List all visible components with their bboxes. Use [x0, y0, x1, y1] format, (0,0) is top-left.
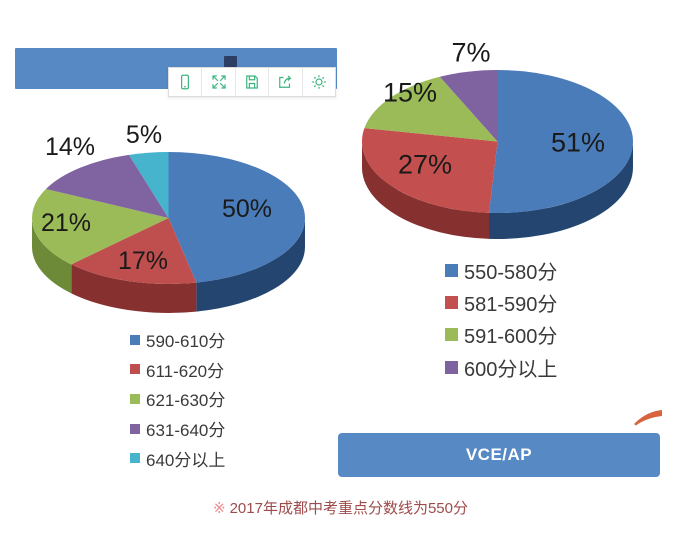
pie-0-slice-2-side: [32, 218, 72, 294]
legend-label: 611-620分: [146, 361, 225, 381]
legend-label: 600分以上: [464, 358, 558, 381]
legend-swatch: [130, 364, 140, 375]
pie-0-value-label-3: 14%: [45, 133, 95, 161]
legend-label: 591-600分: [464, 326, 558, 349]
legend-swatch: [130, 334, 140, 345]
legend-swatch: [130, 453, 140, 464]
pie-0-value-label-0: 50%: [222, 195, 272, 223]
mobile-preview-icon: [181, 74, 190, 90]
vce-ap-label: VCE/AP: [465, 445, 533, 464]
mobile-preview-button[interactable]: [169, 68, 203, 96]
legend-swatch: [130, 423, 140, 434]
save-icon: [246, 75, 258, 89]
footnote-marker: ※: [213, 500, 226, 517]
pie-0-value-label-1: 17%: [118, 247, 168, 275]
pie-0-slice-4: [128, 152, 169, 218]
share-icon: [279, 75, 292, 88]
pie-1-value-label-1: 27%: [398, 149, 452, 179]
footnote: ※ 2017年成都中考重点分数线为550分: [0, 497, 681, 518]
legend-swatch: [130, 393, 140, 404]
legend-item: 611-620分: [130, 355, 225, 385]
chart-toolbar: [168, 67, 336, 97]
pie-0-slice-2: [32, 188, 169, 265]
legend-item: 621-630分: [130, 384, 225, 414]
pie-1-slice-2: [364, 76, 498, 142]
legend-item: 550-580分: [445, 254, 557, 286]
obscured-glyph: [224, 56, 237, 67]
pie-0-slice-0-side: [196, 218, 305, 312]
legend-left: 590-610分 611-620分 621-630分 631-640分 640分以上: [130, 325, 225, 473]
legend-swatch: [445, 328, 458, 342]
settings-button[interactable]: [302, 68, 336, 96]
save-button[interactable]: [235, 68, 270, 96]
legend-item: 600分以上: [445, 351, 557, 383]
pie-1-value-label-2: 15%: [383, 77, 437, 107]
legend-right: 550-580分 581-590分 591-600分 600分以上: [445, 254, 557, 384]
legend-item: 581-590分: [445, 286, 557, 318]
legend-label: 631-640分: [146, 421, 226, 441]
share-button[interactable]: [269, 68, 303, 96]
logo-swoosh: [634, 410, 662, 426]
pie-1-slice-1-side: [362, 141, 489, 239]
legend-label: 590-610分: [146, 332, 226, 352]
pie-1-slice-0: [488, 70, 634, 214]
settings-icon: [312, 75, 326, 89]
legend-label: 621-630分: [146, 391, 226, 411]
fullscreen-button[interactable]: [202, 68, 236, 96]
legend-label: 640分以上: [146, 450, 226, 470]
pie-1-value-label-3: 7%: [451, 37, 490, 67]
pie-0-slice-0: [168, 152, 305, 283]
pie-1-value-label-0: 51%: [551, 127, 605, 157]
pie-1-slice-1: [362, 128, 498, 213]
vce-ap-button[interactable]: VCE/AP: [338, 433, 660, 477]
fullscreen-icon: [212, 75, 226, 89]
pie-0-slice-3: [45, 154, 169, 218]
legend-item: 591-600分: [445, 319, 557, 351]
legend-swatch: [445, 296, 458, 310]
pie-0-slice-1: [71, 218, 197, 284]
pie-1-slice-3: [439, 70, 498, 142]
legend-item: 631-640分: [130, 414, 225, 444]
pie-0-value-label-2: 21%: [41, 209, 91, 237]
legend-label: 550-580分: [464, 261, 558, 284]
pie-0-slice-1-side: [71, 264, 197, 313]
pie-0-value-label-4: 5%: [126, 121, 162, 149]
legend-item: 590-610分: [130, 325, 225, 355]
pie-1-slice-0-side: [488, 141, 633, 239]
legend-swatch: [445, 360, 458, 374]
legend-swatch: [445, 263, 458, 277]
footnote-text: 2017年成都中考重点分数线为550分: [229, 500, 468, 517]
legend-item: 640分以上: [130, 443, 225, 473]
legend-label: 581-590分: [464, 294, 558, 317]
